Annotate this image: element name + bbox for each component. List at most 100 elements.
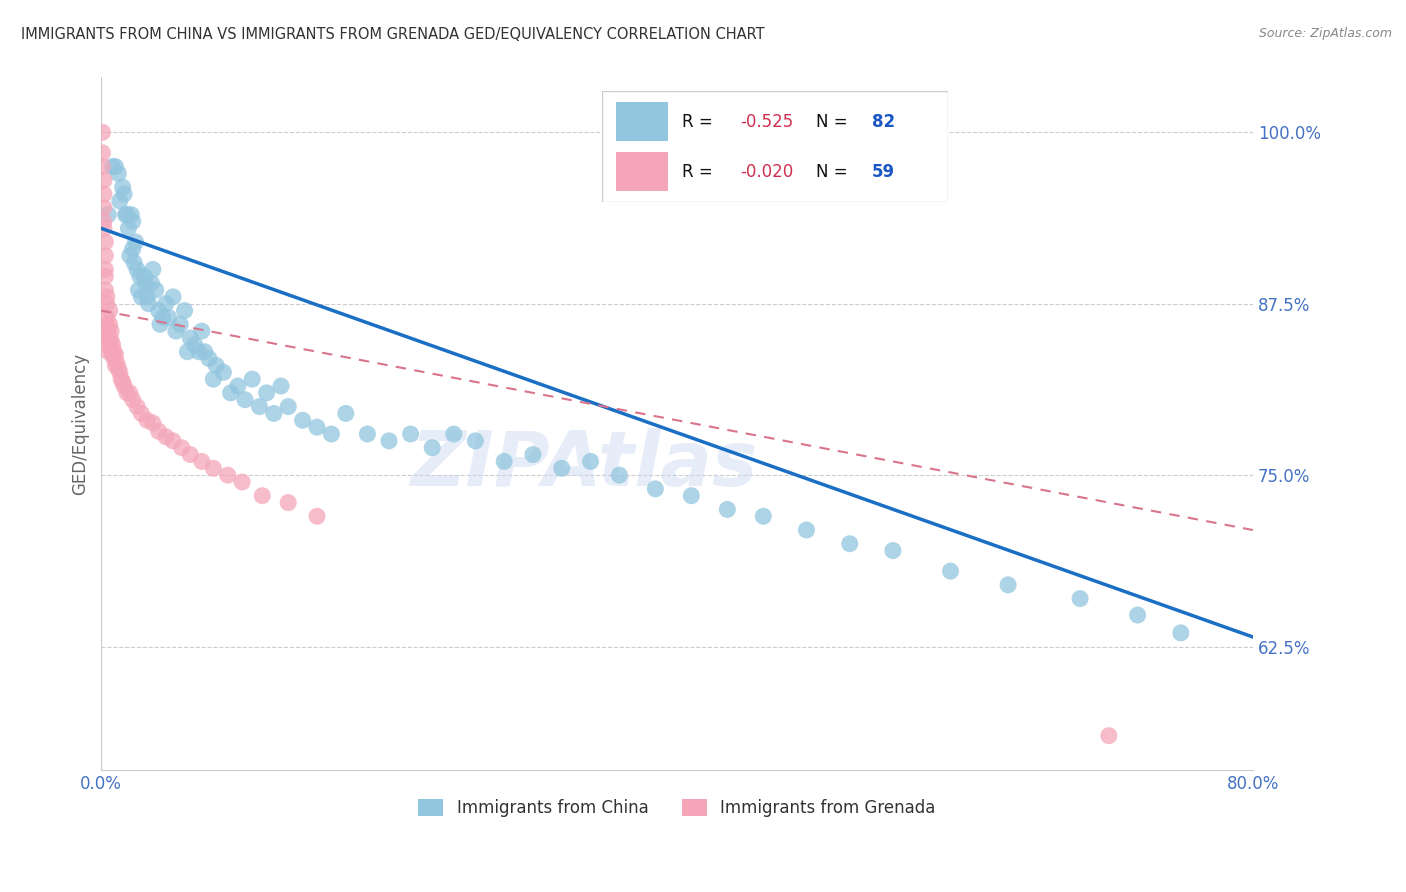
Point [103,351,125,366]
Point [122,255,145,269]
Point [97,331,120,345]
Point [256,385,278,400]
Point [609,468,631,483]
Point [97,324,120,338]
Point [494,454,516,468]
Point [121,214,143,228]
Point [94,283,117,297]
Legend: Immigrants from China, Immigrants from Grenada: Immigrants from China, Immigrants from G… [412,792,942,824]
Point [838,537,860,551]
Point [91,145,114,160]
Point [277,495,299,509]
Point [98,331,121,345]
Point [94,249,117,263]
Point [101,160,124,174]
Point [127,283,149,297]
Point [277,400,299,414]
Point [96,318,118,332]
Point [96,310,118,325]
Point [356,427,378,442]
Point [111,375,134,389]
Point [162,434,184,448]
Point [233,392,256,407]
Point [198,351,221,366]
Point [94,269,117,284]
Point [173,303,195,318]
Point [129,269,152,284]
Point [118,385,141,400]
Point [464,434,486,448]
Point [97,344,120,359]
Point [149,318,172,332]
Point [117,221,139,235]
Point [882,543,904,558]
Point [443,427,465,442]
Point [155,296,177,310]
Point [378,434,401,448]
Point [104,359,127,373]
Point [522,448,544,462]
Point [399,427,422,442]
Point [179,331,201,345]
Text: IMMIGRANTS FROM CHINA VS IMMIGRANTS FROM GRENADA GED/EQUIVALENCY CORRELATION CHA: IMMIGRANTS FROM CHINA VS IMMIGRANTS FROM… [21,27,765,42]
Point [231,475,253,489]
Point [219,385,242,400]
Point [142,416,165,430]
Point [96,296,118,310]
Point [110,372,132,386]
Point [335,406,357,420]
Point [202,461,225,475]
Point [249,400,271,414]
Point [142,262,165,277]
Point [121,392,143,407]
Point [131,406,153,420]
Y-axis label: GED/Equivalency: GED/Equivalency [72,352,89,495]
Point [98,318,121,332]
Point [93,214,115,228]
Point [115,208,138,222]
Point [145,283,167,297]
Point [108,194,131,208]
Point [716,502,738,516]
Point [752,509,775,524]
Point [124,235,146,249]
Point [187,344,209,359]
Point [305,509,328,524]
Point [240,372,263,386]
Point [135,276,157,290]
Point [169,318,191,332]
Point [107,166,129,180]
Point [212,365,235,379]
Point [155,430,177,444]
Point [148,303,170,318]
Point [141,276,163,290]
Point [100,342,122,356]
Point [134,269,156,284]
Point [420,441,443,455]
Point [125,262,148,277]
Point [107,361,129,376]
Point [94,262,117,277]
Point [131,290,153,304]
Point [170,441,193,455]
Point [96,290,118,304]
Point [101,347,124,361]
Point [104,160,127,174]
Point [176,344,198,359]
Point [91,125,114,139]
Point [202,372,225,386]
Point [1126,607,1149,622]
Point [162,290,184,304]
Point [115,385,138,400]
Point [112,186,135,201]
Point [579,454,602,468]
Point [270,379,292,393]
Point [93,186,115,201]
Point [120,208,142,222]
Point [157,310,180,325]
Point [93,173,115,187]
Point [1170,625,1192,640]
Point [100,334,122,348]
Point [551,461,574,475]
Point [179,448,201,462]
